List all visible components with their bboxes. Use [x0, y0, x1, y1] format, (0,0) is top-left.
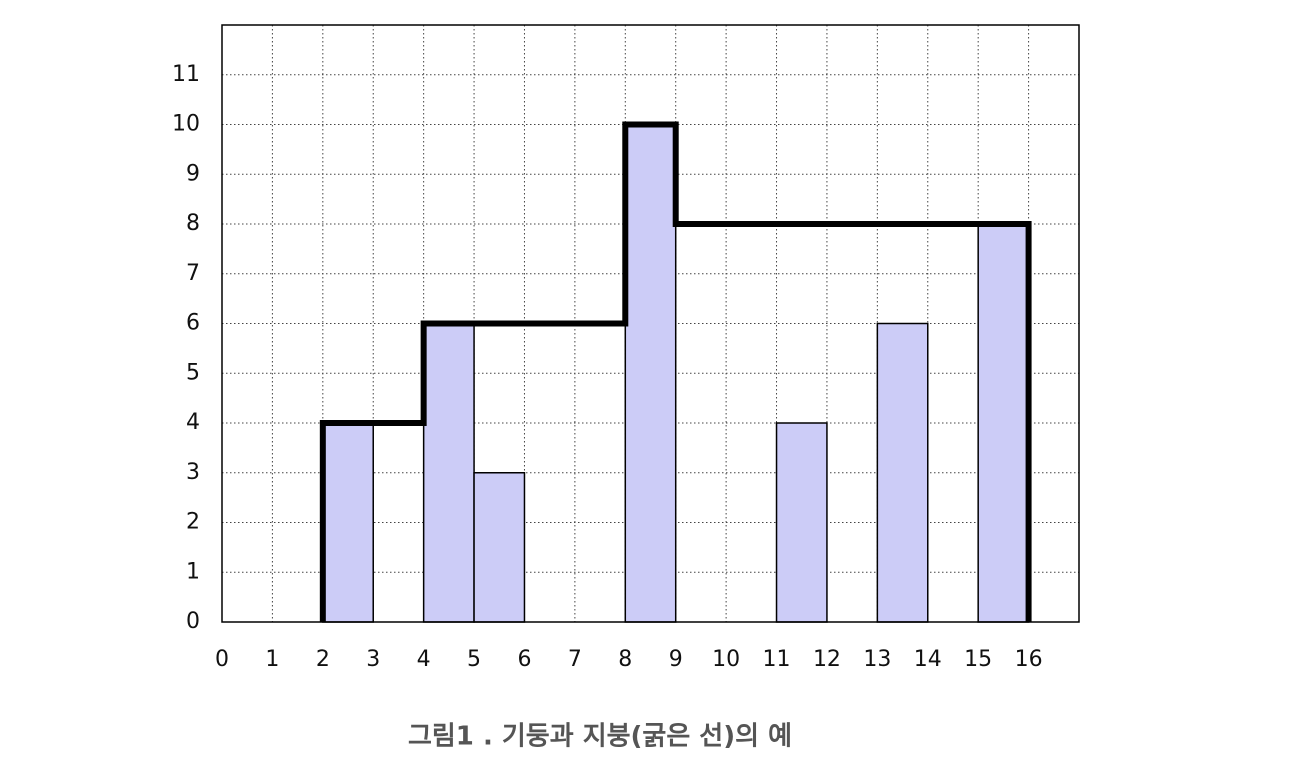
x-tick-label: 4 — [417, 647, 431, 672]
x-tick-label: 0 — [215, 647, 229, 672]
y-tick-label: 5 — [186, 360, 200, 385]
y-tick-label: 6 — [186, 311, 200, 336]
bar — [977, 223, 1030, 623]
roof-line — [319, 121, 1032, 622]
x-tick-label: 11 — [763, 647, 791, 672]
y-tick-label: 4 — [186, 410, 200, 435]
x-tick-label: 15 — [964, 647, 992, 672]
y-tick-label: 8 — [186, 211, 200, 236]
x-tick-label: 1 — [265, 647, 279, 672]
y-tick-label: 1 — [186, 559, 200, 584]
x-tick-label: 14 — [914, 647, 942, 672]
x-tick-label: 16 — [1015, 647, 1043, 672]
bar — [322, 422, 374, 623]
x-tick-label: 2 — [316, 647, 330, 672]
y-tick-label: 3 — [186, 460, 200, 485]
y-tick-label: 2 — [186, 510, 200, 535]
x-tick-label: 8 — [618, 647, 632, 672]
x-tick-label: 6 — [517, 647, 531, 672]
y-tick-label: 0 — [186, 609, 200, 634]
bar — [876, 322, 929, 623]
x-tick-label: 13 — [863, 647, 891, 672]
x-tick-label: 9 — [669, 647, 683, 672]
x-tick-label: 12 — [813, 647, 841, 672]
y-tick-label: 7 — [186, 261, 200, 286]
y-tick-label: 11 — [172, 62, 200, 87]
bar — [624, 123, 677, 623]
plot-border — [221, 24, 1080, 623]
caption: 그림1 . 기둥과 지붕(굵은 선)의 예 — [408, 722, 792, 752]
x-tick-label: 3 — [366, 647, 380, 672]
bar — [473, 472, 526, 623]
bar — [775, 422, 828, 623]
bar — [422, 322, 475, 623]
x-tick-label: 10 — [712, 647, 740, 672]
x-tick-label: 5 — [467, 647, 481, 672]
y-tick-label: 9 — [186, 161, 200, 186]
y-tick-label: 10 — [172, 112, 200, 137]
x-tick-label: 7 — [568, 647, 582, 672]
